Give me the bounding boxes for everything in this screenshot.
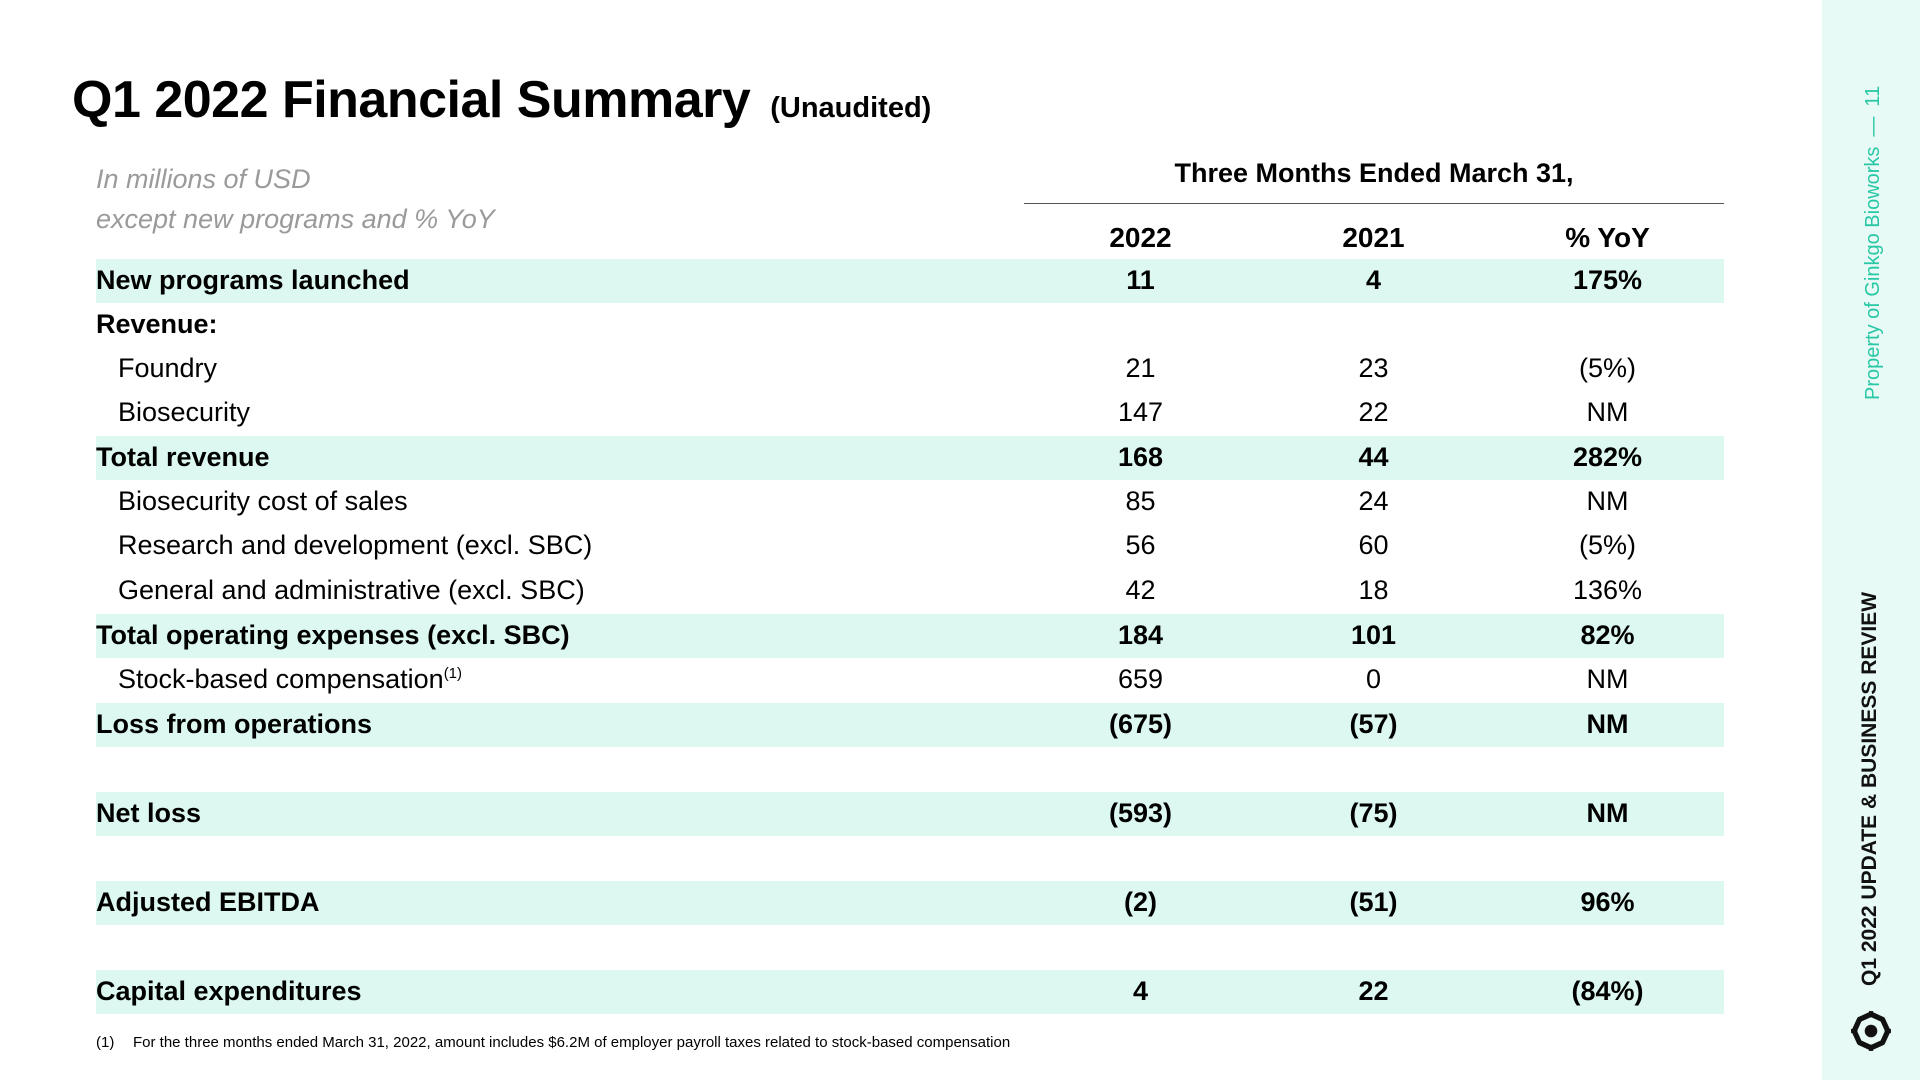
title-main: Q1 2022 Financial Summary: [72, 71, 751, 129]
cell-2021: 24: [1358, 486, 1389, 516]
table-row-total-operating-expenses: Total operating expenses (excl. SBC) 184…: [96, 614, 1724, 658]
row-label: Research and development (excl. SBC): [118, 530, 593, 560]
cell-2022: (593): [1108, 798, 1173, 828]
sidebar-property-note: Property of Ginkgo Bioworks — 11: [1862, 86, 1885, 400]
cell-2022: 85: [1125, 486, 1156, 516]
row-label: Net loss: [96, 798, 202, 828]
table-row-adjusted-ebitda: Adjusted EBITDA (2) (51) 96%: [96, 881, 1724, 925]
cell-2022: (675): [1108, 709, 1173, 739]
cell-2022: 11: [1126, 265, 1155, 295]
cell-2021: (51): [1349, 887, 1398, 917]
table-row-general-administrative: General and administrative (excl. SBC) 4…: [96, 569, 1724, 613]
cell-2022: 168: [1117, 442, 1164, 472]
sidebar-section-title: Q1 2022 UPDATE & BUSINESS REVIEW: [1858, 591, 1881, 986]
cell-yoy: NM: [1586, 486, 1629, 516]
cell-2022: (2): [1124, 887, 1157, 917]
row-label: Biosecurity cost of sales: [118, 486, 408, 516]
cell-2022: 56: [1125, 530, 1156, 560]
row-label: Foundry: [118, 353, 218, 383]
column-header-yoy: % YoY: [1565, 222, 1650, 253]
cell-yoy: NM: [1586, 798, 1629, 828]
table-row-capital-expenditures: Capital expenditures 4 22 (84%): [96, 970, 1724, 1014]
cell-yoy: (84%): [1571, 976, 1644, 1006]
page-number: 11: [1862, 85, 1884, 107]
cell-2022: 4: [1132, 976, 1149, 1006]
cell-yoy: (5%): [1578, 530, 1636, 560]
units-note-line1: In millions of USD: [96, 164, 311, 194]
cell-2021: (57): [1349, 709, 1398, 739]
cell-2022: 147: [1117, 397, 1164, 427]
cell-2021: 60: [1358, 530, 1389, 560]
property-label: Property of Ginkgo Bioworks: [1862, 146, 1884, 400]
row-label: General and administrative (excl. SBC): [118, 575, 585, 605]
row-label: Adjusted EBITDA: [96, 887, 320, 917]
column-header-2021: 2021: [1342, 222, 1405, 253]
cell-yoy: 175%: [1572, 265, 1643, 295]
table-row-biosecurity-cost-of-sales: Biosecurity cost of sales 85 24 NM: [96, 480, 1724, 524]
title-suffix: (Unaudited): [770, 92, 932, 124]
cell-2022: 659: [1117, 664, 1164, 694]
period-header: Three Months Ended March 31,: [1174, 158, 1574, 188]
cell-yoy: 82%: [1580, 620, 1635, 650]
cell-2021: 22: [1358, 976, 1389, 1006]
cell-2021: 44: [1358, 442, 1389, 472]
footnote-text: For the three months ended March 31, 202…: [133, 1034, 1011, 1051]
cell-2021: (75): [1349, 798, 1398, 828]
row-label: New programs launched: [96, 265, 410, 295]
cell-2021: 101: [1350, 620, 1397, 650]
row-label-text: Stock-based compensation: [118, 664, 444, 694]
footnote-mark: (1): [443, 665, 463, 682]
cell-2021: 23: [1358, 353, 1389, 383]
units-note-line2: except new programs and % YoY: [96, 204, 495, 234]
ginkgo-logo-icon: [1851, 1011, 1891, 1051]
cell-yoy: NM: [1586, 664, 1629, 694]
row-label: Total revenue: [96, 442, 270, 472]
cell-yoy: 282%: [1572, 442, 1643, 472]
cell-2021: 22: [1358, 397, 1389, 427]
table-row-foundry: Foundry 21 23 (5%): [96, 347, 1724, 391]
cell-2022: 42: [1125, 575, 1156, 605]
table-row-research-development: Research and development (excl. SBC) 56 …: [96, 524, 1724, 568]
cell-2021: 4: [1365, 265, 1382, 295]
header-rule: [1024, 203, 1724, 204]
cell-yoy: 136%: [1572, 575, 1643, 605]
table-row-net-loss: Net loss (593) (75) NM: [96, 792, 1724, 836]
table-row-total-revenue: Total revenue 168 44 282%: [96, 436, 1724, 480]
cell-2022: 21: [1125, 353, 1156, 383]
cell-2021: 0: [1365, 664, 1382, 694]
table-row-revenue-heading: Revenue:: [96, 303, 1724, 347]
cell-yoy: NM: [1586, 397, 1629, 427]
row-label: Total operating expenses (excl. SBC): [96, 620, 570, 650]
cell-yoy: (5%): [1578, 353, 1636, 383]
row-label: Biosecurity: [118, 397, 251, 427]
table-row-new-programs: New programs launched 11 4 175%: [96, 259, 1724, 303]
row-label: Loss from operations: [96, 709, 373, 739]
footnote-reference: (1): [96, 1034, 115, 1051]
row-label: Capital expenditures: [96, 976, 362, 1006]
page-title: Q1 2022 Financial Summary (Unaudited): [72, 70, 931, 130]
separator-dash: —: [1862, 116, 1884, 137]
column-header-2022: 2022: [1109, 222, 1172, 253]
cell-yoy: 96%: [1580, 887, 1635, 917]
table-row-stock-based-compensation: Stock-based compensation(1) 659 0 NM: [96, 658, 1724, 702]
row-label: Stock-based compensation(1): [118, 664, 462, 695]
cell-2021: 18: [1358, 575, 1389, 605]
sidebar-band: [1822, 0, 1920, 1080]
cell-2022: 184: [1117, 620, 1164, 650]
row-label: Revenue:: [96, 309, 218, 339]
table-row-biosecurity: Biosecurity 147 22 NM: [96, 391, 1724, 435]
table-row-loss-from-operations: Loss from operations (675) (57) NM: [96, 703, 1724, 747]
cell-yoy: NM: [1586, 709, 1629, 739]
